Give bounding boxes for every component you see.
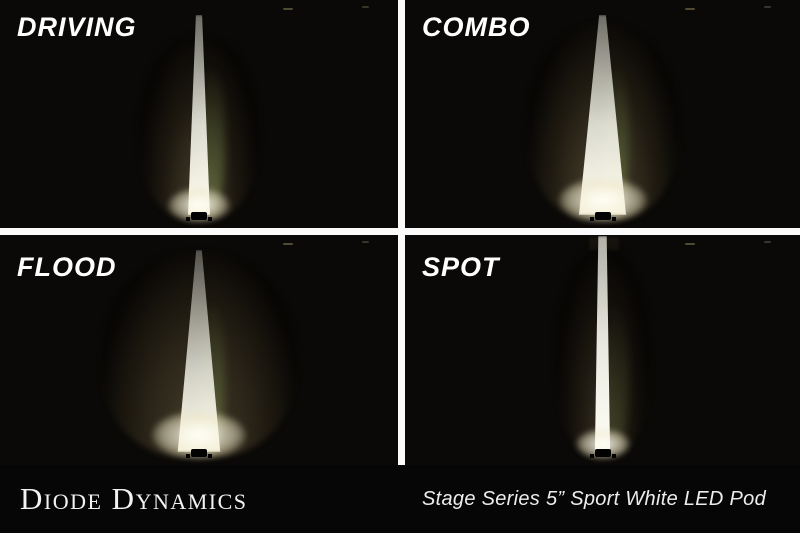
- beam-pattern-label-driving: DRIVING: [17, 12, 137, 42]
- beam-photo-spot: SPOT: [405, 235, 800, 465]
- product-name: Stage Series 5” Sport White LED Pod: [422, 487, 766, 510]
- distant-light-speck: [362, 6, 370, 8]
- distant-light-speck: [282, 243, 293, 245]
- distant-light-speck: [282, 8, 293, 10]
- distant-light-speck: [764, 241, 772, 243]
- brand-logo-text: Diode Dynamics: [20, 481, 248, 516]
- distant-light-speck: [362, 241, 370, 243]
- beam-pattern-label-flood: FLOOD: [17, 252, 117, 282]
- led-pod-silhouette: [186, 449, 212, 458]
- distant-light-speck: [764, 6, 772, 8]
- horizontal-divider: [0, 228, 800, 235]
- beam-pattern-label-combo: COMBO: [422, 12, 531, 42]
- distant-light-speck: [685, 243, 696, 245]
- light-beam: [594, 236, 611, 452]
- beam-photo-combo: COMBO: [405, 0, 800, 228]
- distant-light-speck: [685, 8, 696, 10]
- led-pod-silhouette: [186, 212, 212, 221]
- beam-pattern-label-spot: SPOT: [422, 252, 500, 282]
- beam-photo-driving: DRIVING: [0, 0, 398, 228]
- led-pod-silhouette: [589, 212, 616, 221]
- beam-photo-flood: FLOOD: [0, 235, 398, 465]
- footer-bar: Diode Dynamics Stage Series 5” Sport Whi…: [0, 465, 800, 533]
- led-pod-silhouette: [589, 449, 616, 458]
